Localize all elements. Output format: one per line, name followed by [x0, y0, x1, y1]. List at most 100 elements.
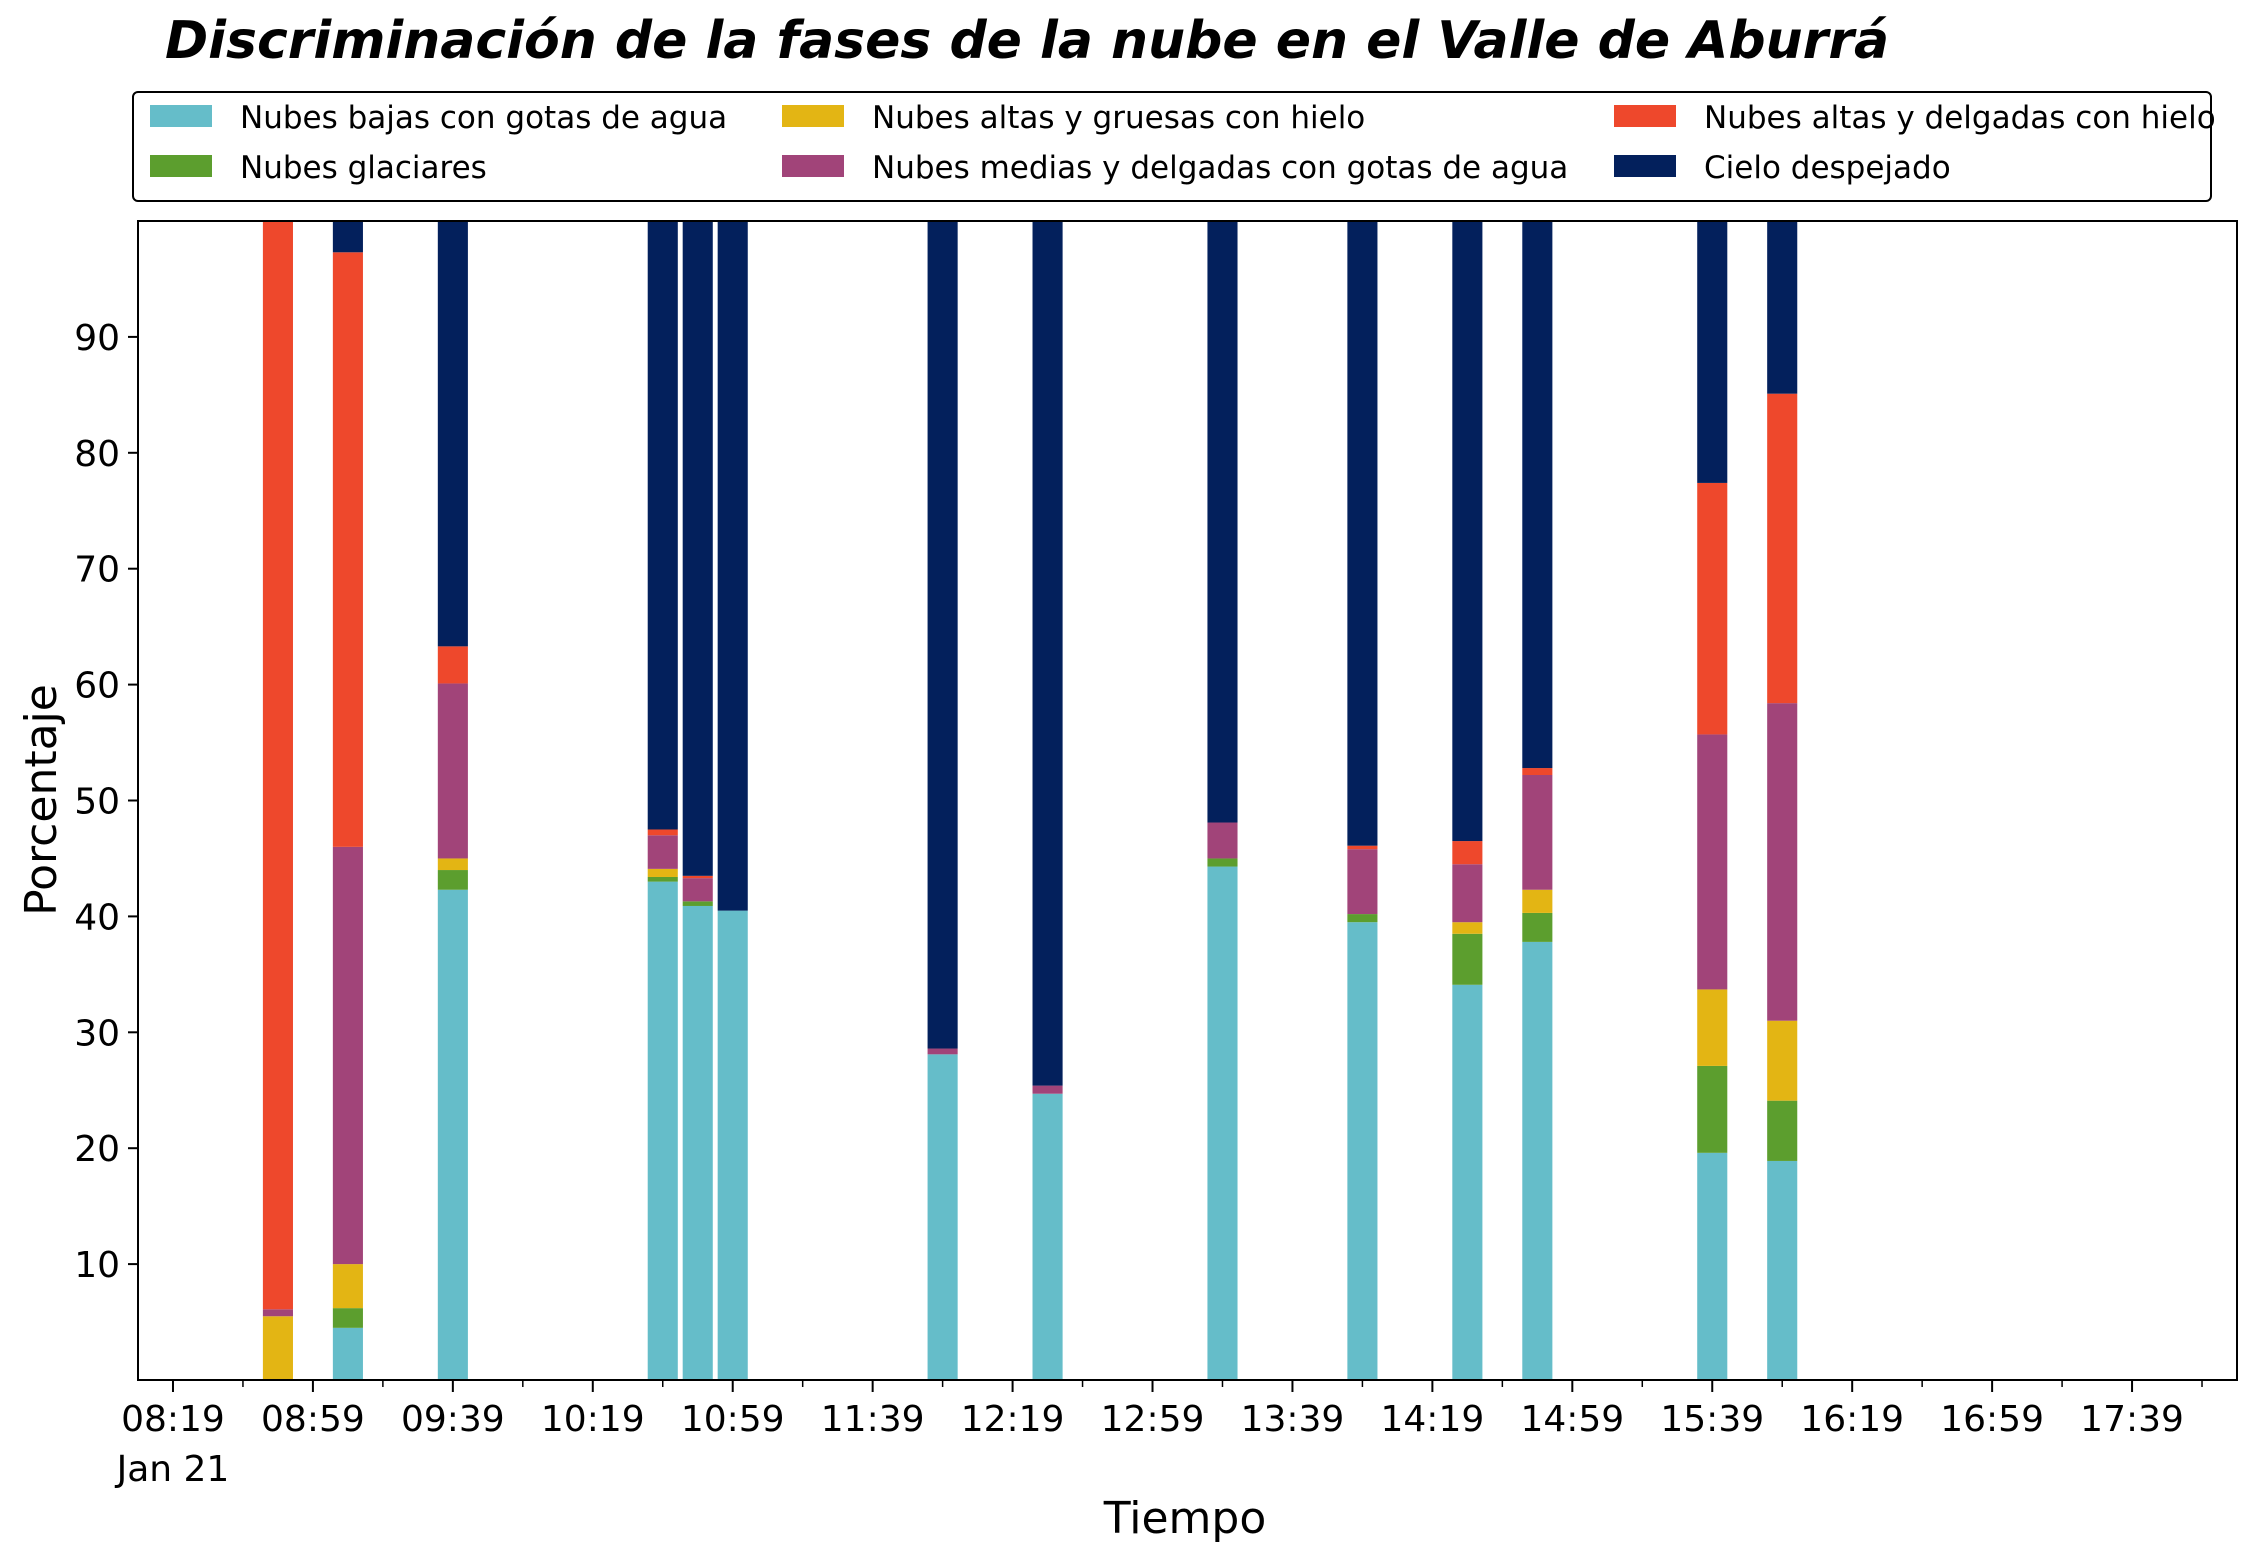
bar-segment — [332, 1308, 363, 1328]
bar-segment — [1347, 849, 1378, 915]
y-axis-label: Porcentaje — [16, 684, 67, 916]
x-tick-label: 14:59 — [1520, 1399, 1624, 1440]
bar-segment — [437, 683, 468, 859]
bar-segment — [1452, 922, 1483, 934]
y-tick-label: 80 — [74, 434, 120, 475]
x-tick-label: 11:39 — [821, 1399, 925, 1440]
bar-segment — [1767, 221, 1798, 394]
bar-segment — [647, 876, 678, 882]
bar-segment — [1207, 822, 1238, 859]
y-tick-label: 30 — [74, 1013, 120, 1054]
x-tick-label: 16:59 — [1940, 1399, 2044, 1440]
y-tick-label: 60 — [74, 666, 120, 707]
legend-swatch — [782, 155, 844, 177]
bar-segment — [1347, 922, 1378, 1380]
bar-segment — [1697, 989, 1728, 1066]
bar-segment — [682, 905, 713, 1380]
y-tick-label: 10 — [74, 1245, 120, 1286]
legend-swatch — [1614, 105, 1676, 127]
bar-segment — [332, 252, 363, 847]
y-tick-label: 70 — [74, 550, 120, 591]
legend-label: Nubes medias y delgadas con gotas de agu… — [872, 150, 1568, 186]
bar-segment — [1767, 1100, 1798, 1161]
bar-segment — [1767, 703, 1798, 1021]
legend-swatch — [1614, 155, 1676, 177]
chart-title: Discriminación de la fases de la nube en… — [165, 11, 1889, 71]
bar-segment — [717, 910, 748, 1380]
bar-segment — [1347, 221, 1378, 846]
bar-segment — [927, 1054, 958, 1380]
legend-swatch — [782, 105, 844, 127]
bar-segment — [437, 870, 468, 890]
x-tick-label: 15:39 — [1660, 1399, 1764, 1440]
x-tick-label: 10:19 — [541, 1399, 645, 1440]
bar-segment — [1697, 221, 1728, 483]
bar-segment — [437, 889, 468, 1380]
bar-segment — [1522, 221, 1553, 769]
legend-swatch — [150, 155, 212, 177]
bar-segment — [262, 1316, 293, 1380]
x-tick-label: 13:39 — [1241, 1399, 1345, 1440]
bar-segment — [1522, 941, 1553, 1380]
bar-segment — [717, 221, 748, 911]
y-tick-label: 90 — [74, 318, 120, 359]
legend-items: Nubes bajas con gotas de agua Nubes glaci… — [150, 100, 2216, 186]
bar-segment — [437, 858, 468, 871]
bar-segment — [1522, 889, 1553, 913]
bar-segment — [647, 829, 678, 836]
bar-segment — [1452, 933, 1483, 985]
bar-segment — [262, 221, 293, 1310]
bar-segment — [1522, 775, 1553, 890]
bar-segment — [262, 1309, 293, 1317]
legend-label: Nubes altas y gruesas con hielo — [872, 100, 1365, 136]
x-axis: 08:19 Jan 21 08:59 09:39 10:19 10:59 11:39 12:1… — [115, 1380, 2203, 1490]
bar-segment — [1032, 1085, 1063, 1094]
legend-label: Nubes glaciares — [240, 150, 487, 186]
bar-segment — [332, 1264, 363, 1309]
bar-segment — [1452, 864, 1483, 923]
legend-label: Nubes bajas con gotas de agua — [240, 100, 727, 136]
bar-segment — [1452, 841, 1483, 865]
x-axis-label: Tiempo — [1103, 1493, 1267, 1544]
x-tick-label: 16:19 — [1800, 1399, 1904, 1440]
bar-segment — [1452, 984, 1483, 1380]
x-tick-label: 09:39 — [401, 1399, 505, 1440]
bars — [262, 221, 1798, 1380]
legend: Nubes bajas con gotas de agua Nubes glaci… — [132, 91, 2216, 202]
bar-segment — [437, 221, 468, 647]
bar-segment — [682, 875, 713, 879]
bar-segment — [1697, 1065, 1728, 1153]
bar-segment — [1697, 1152, 1728, 1380]
bar-segment — [1207, 866, 1238, 1380]
legend-frame — [132, 91, 2212, 202]
bar-segment — [1032, 221, 1063, 1086]
bar-segment — [682, 901, 713, 906]
bar-segment — [332, 846, 363, 1265]
bar-segment — [927, 221, 958, 1049]
bar-segment — [1767, 393, 1798, 704]
bar-segment — [927, 1048, 958, 1055]
bar-segment — [1697, 482, 1728, 735]
bar-segment — [647, 835, 678, 869]
bar-segment — [1767, 1160, 1798, 1380]
bar-segment — [647, 868, 678, 877]
y-axis: 10 20 30 40 50 60 70 80 90 — [74, 318, 138, 1286]
legend-label: Nubes altas y delgadas con hielo — [1704, 100, 2216, 136]
x-tick-label: 08:19 — [121, 1399, 225, 1440]
bar-segment — [1207, 858, 1238, 867]
bar-segment — [1347, 914, 1378, 923]
x-tick-label: 12:19 — [961, 1399, 1065, 1440]
bar-segment — [647, 881, 678, 1380]
x-tick-label: 10:59 — [681, 1399, 785, 1440]
legend-label: Cielo despejado — [1704, 150, 1951, 186]
bar-segment — [682, 221, 713, 876]
bar-segment — [1697, 734, 1728, 990]
x-tick-label: 08:59 — [261, 1399, 365, 1440]
bar-segment — [1522, 912, 1553, 942]
bar-segment — [1767, 1020, 1798, 1101]
bar-segment — [332, 221, 363, 253]
y-tick-label: 20 — [74, 1129, 120, 1170]
x-tick-label: 12:59 — [1101, 1399, 1205, 1440]
y-tick-label: 40 — [74, 897, 120, 938]
